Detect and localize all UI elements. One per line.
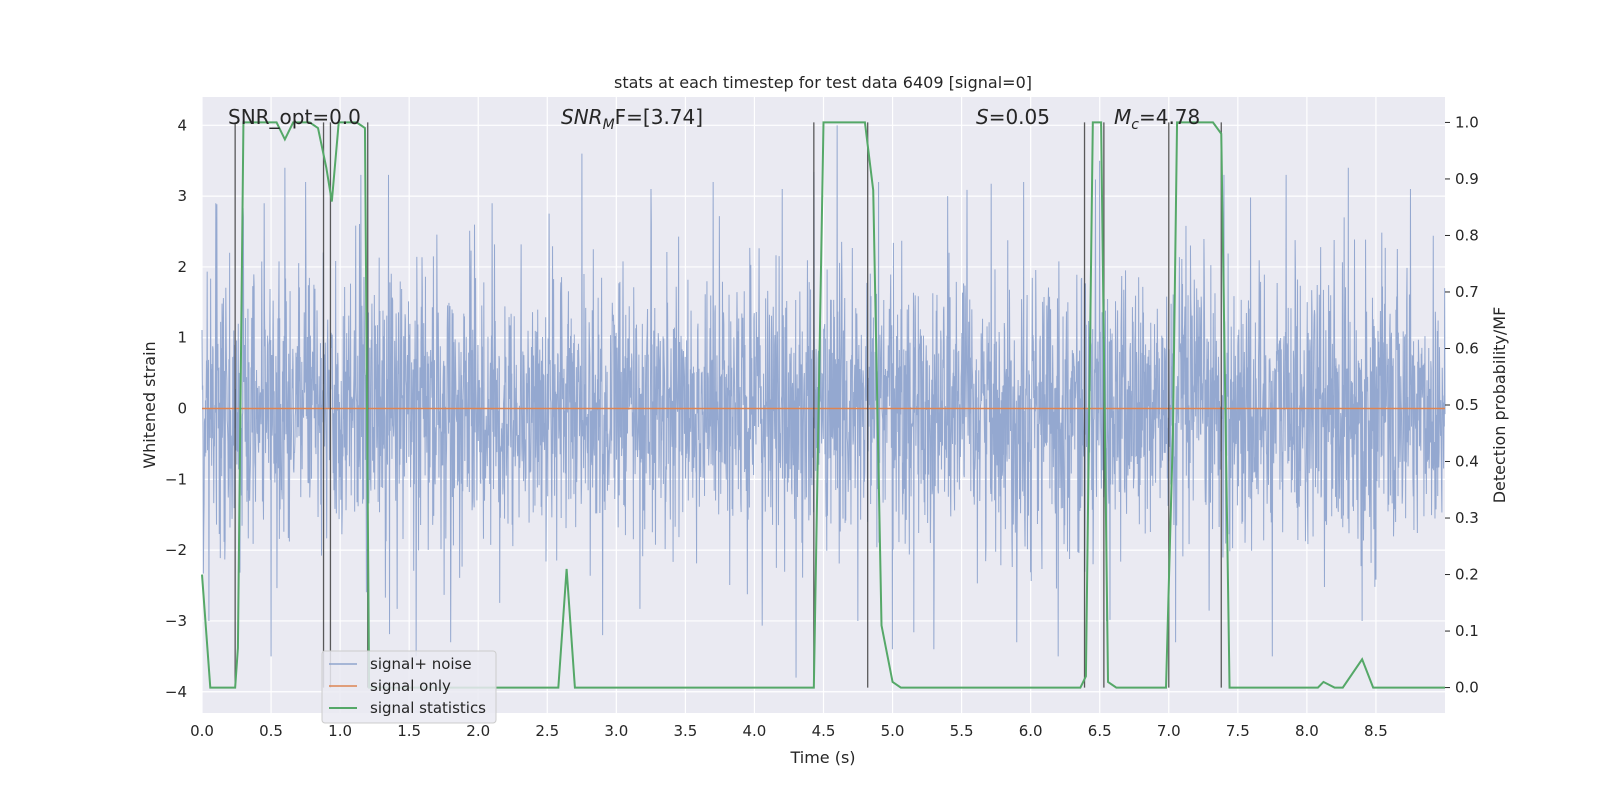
- x-tick-label: 3.0: [604, 722, 628, 740]
- y-tick-label: 4: [177, 116, 187, 134]
- x-tick-label: 7.0: [1157, 722, 1181, 740]
- s-tail: =0.05: [989, 105, 1050, 129]
- annotation-snr-opt: SNR_opt=0.0: [228, 105, 361, 129]
- annotation-mc: Mc=4.78: [1114, 105, 1200, 133]
- y-axis-label: Whitened strain: [140, 341, 159, 468]
- snr-mf-base: SNR: [561, 105, 603, 129]
- y2-tick-label: 0.2: [1455, 566, 1479, 584]
- y-tick-label: −4: [165, 683, 187, 701]
- signal-noise-series: [201, 125, 1446, 678]
- y-tick-label: 0: [177, 400, 187, 418]
- signal-statistics-line: [201, 121, 1445, 689]
- mc-base: M: [1114, 105, 1131, 129]
- y2-tick-label: 0.3: [1455, 509, 1479, 527]
- snr-mf-sub: M: [603, 117, 615, 133]
- y2-tick-label: 0.5: [1455, 396, 1479, 414]
- signal-statistics-series: [201, 121, 1445, 689]
- signal-noise-line: [201, 125, 1446, 678]
- annotation-s: S=0.05: [976, 105, 1050, 129]
- axis-ticks: 0.0 0.5 1.0 1.5 2.0 2.5 3.0 3.5 4.0 4.5 5.0 5.5 6.0 6…: [165, 113, 1479, 740]
- x-tick-label: 0.5: [259, 722, 283, 740]
- y2-tick-label: 0.0: [1455, 679, 1479, 697]
- legend-label-signal-statistics: signal statistics: [370, 699, 486, 717]
- y2-tick-label: 0.7: [1455, 283, 1479, 301]
- x-tick-label: 5.5: [950, 722, 974, 740]
- s-base: S: [976, 105, 989, 129]
- x-tick-label: 2.5: [535, 722, 559, 740]
- x-tick-label: 4.5: [812, 722, 836, 740]
- y2-axis-label: Detection probability/MF: [1490, 307, 1509, 504]
- y-tick-label: −1: [165, 470, 187, 488]
- y2-tick-label: 0.4: [1455, 453, 1479, 471]
- x-tick-label: 1.0: [328, 722, 352, 740]
- y2-tick-label: 1.0: [1455, 113, 1479, 131]
- snr-mf-tail: F=[3.74]: [615, 105, 703, 129]
- y2-tick-label: 0.9: [1455, 170, 1479, 188]
- x-tick-label: 6.5: [1088, 722, 1112, 740]
- x-tick-label: 8.0: [1295, 722, 1319, 740]
- x-axis-label: Time (s): [789, 748, 855, 767]
- legend-label-signal-noise: signal+ noise: [370, 655, 472, 673]
- y-tick-label: −3: [165, 612, 187, 630]
- y2-tick-label: 0.1: [1455, 622, 1479, 640]
- y2-tick-label: 0.8: [1455, 226, 1479, 244]
- x-tick-label: 6.0: [1019, 722, 1043, 740]
- y-tick-label: 3: [177, 187, 187, 205]
- chart-title: stats at each timestep for test data 640…: [614, 73, 1032, 92]
- x-tick-label: 3.5: [673, 722, 697, 740]
- mc-sub: c: [1131, 117, 1139, 133]
- x-tick-label: 0.0: [190, 722, 214, 740]
- y-tick-label: 2: [177, 258, 187, 276]
- legend: signal+ noise signal only signal statist…: [321, 650, 497, 724]
- annotation-snr-mf: SNRMF=[3.74]: [561, 105, 703, 133]
- y-tick-label: −2: [165, 541, 187, 559]
- x-tick-label: 4.0: [743, 722, 767, 740]
- x-tick-label: 8.5: [1364, 722, 1388, 740]
- x-tick-label: 2.0: [466, 722, 490, 740]
- y2-tick-label: 0.6: [1455, 339, 1479, 357]
- mc-tail: =4.78: [1139, 105, 1200, 129]
- x-tick-label: 7.5: [1226, 722, 1250, 740]
- legend-label-signal-only: signal only: [370, 677, 451, 695]
- x-tick-label: 1.5: [397, 722, 421, 740]
- legend-box: [321, 650, 497, 724]
- x-tick-label: 5.0: [881, 722, 905, 740]
- y-tick-label: 1: [177, 329, 187, 347]
